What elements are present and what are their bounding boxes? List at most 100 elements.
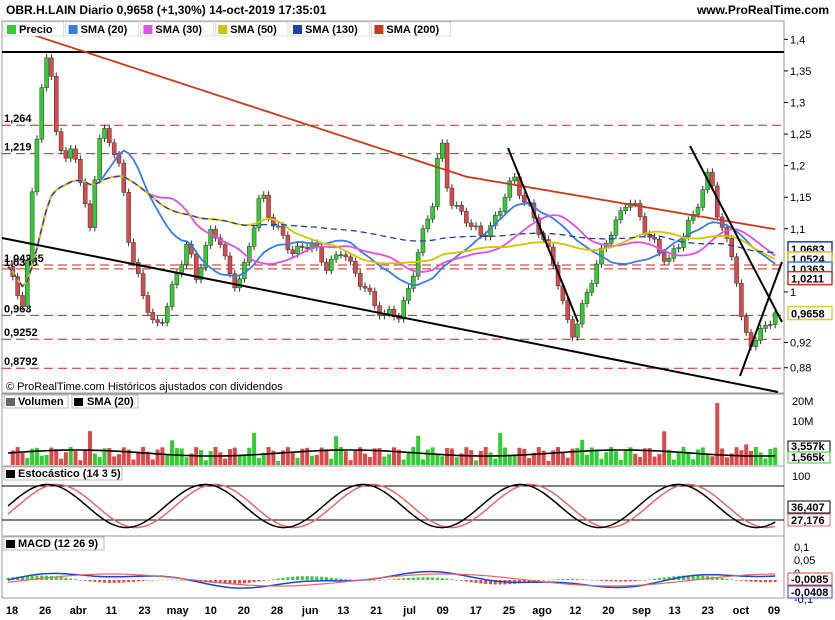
price-candle bbox=[227, 255, 233, 275]
volume-legend-label: Volumen bbox=[18, 396, 64, 408]
price-candle bbox=[126, 192, 131, 243]
volume-bar bbox=[329, 458, 334, 465]
macd-histogram-bar bbox=[25, 575, 29, 580]
x-tick-label: 09 bbox=[768, 605, 780, 617]
volume-bar bbox=[141, 447, 146, 465]
value-tag-label: 1,0211 bbox=[791, 274, 824, 286]
volume-bar bbox=[478, 451, 483, 465]
volume-bar bbox=[676, 451, 681, 465]
macd-histogram-bar bbox=[759, 580, 763, 583]
macd-histogram-bar bbox=[566, 578, 570, 580]
macd-histogram-bar bbox=[117, 580, 121, 583]
macd-histogram-bar bbox=[440, 578, 444, 580]
volume-bar bbox=[531, 452, 536, 465]
macd-histogram-bar bbox=[643, 580, 647, 581]
macd-histogram-bar bbox=[344, 579, 348, 580]
price-candle bbox=[575, 323, 580, 338]
macd-histogram-bar bbox=[479, 580, 483, 584]
volume-bar bbox=[155, 449, 160, 465]
macd-histogram-bar bbox=[575, 579, 579, 580]
macd-histogram-bar bbox=[590, 580, 594, 581]
volume-bar bbox=[358, 447, 363, 465]
volume-bar bbox=[78, 460, 83, 465]
price-candle bbox=[275, 225, 281, 228]
macd-tag bbox=[787, 572, 833, 586]
macd-histogram-bar bbox=[556, 579, 560, 580]
macd-histogram-bar bbox=[460, 580, 464, 581]
price-candle bbox=[261, 194, 266, 199]
macd-series bbox=[6, 570, 777, 589]
volume-bar bbox=[749, 450, 754, 465]
volume-bar bbox=[367, 457, 372, 465]
price-candle bbox=[107, 128, 112, 144]
volume-bar bbox=[647, 448, 652, 465]
price-candle bbox=[343, 254, 348, 258]
macd-histogram-bar bbox=[98, 580, 102, 583]
macd-histogram-bar bbox=[657, 578, 661, 580]
volume-bar bbox=[203, 460, 208, 465]
stochastic-tag-label: 36,407 bbox=[791, 502, 825, 514]
price-candle bbox=[613, 219, 619, 236]
volume-bar bbox=[406, 451, 411, 465]
volume-bar bbox=[474, 460, 479, 465]
macd-histogram-bar bbox=[406, 577, 410, 580]
volume-bar bbox=[575, 447, 580, 465]
price-candle bbox=[232, 273, 238, 289]
macd-histogram-bar bbox=[257, 580, 261, 582]
price-candle bbox=[251, 227, 257, 247]
macd-histogram-bar bbox=[175, 579, 179, 581]
x-tick-label: 13 bbox=[337, 605, 349, 617]
volume-bar bbox=[536, 447, 541, 465]
price-candle bbox=[145, 295, 151, 313]
volume-bar bbox=[604, 452, 609, 465]
volume-bar bbox=[256, 457, 261, 465]
macd-histogram-bar bbox=[223, 580, 227, 584]
x-tick-label: 12 bbox=[569, 605, 581, 617]
reference-label: 0,9252 bbox=[4, 327, 38, 339]
price-candle bbox=[633, 203, 638, 205]
price-candle bbox=[493, 215, 498, 226]
y-tick-label: 1 bbox=[790, 287, 796, 299]
macd-histogram-bar bbox=[122, 580, 126, 583]
macd-histogram-bar bbox=[735, 580, 739, 581]
price-candle bbox=[237, 278, 242, 289]
macd-histogram-bar bbox=[320, 576, 324, 580]
legend-item bbox=[3, 21, 64, 37]
volume-bar bbox=[165, 454, 170, 465]
price-candle bbox=[169, 284, 175, 307]
price-candle bbox=[63, 150, 69, 159]
stochastic-tick-label: 100 bbox=[792, 471, 810, 483]
macd-histogram-bar bbox=[291, 576, 295, 580]
macd-histogram-bar bbox=[402, 578, 406, 580]
macd-histogram-bar bbox=[720, 578, 724, 580]
credit-text: © ProRealTime.com Históricos ajustados c… bbox=[6, 381, 283, 393]
price-candle bbox=[700, 189, 706, 208]
stochastic-signal-line bbox=[7, 483, 776, 529]
price-candle bbox=[367, 287, 373, 292]
price-candle bbox=[502, 197, 508, 212]
value-tag bbox=[787, 305, 833, 321]
price-candle bbox=[174, 273, 180, 285]
y-tick-label: 1,35 bbox=[790, 66, 811, 78]
volume-bar bbox=[715, 403, 720, 465]
price-candle bbox=[734, 256, 739, 284]
macd-histogram-bar bbox=[247, 580, 251, 583]
x-tick-label: jun bbox=[301, 605, 319, 617]
price-candle bbox=[497, 211, 503, 216]
price-candle bbox=[39, 87, 45, 140]
volume-bar bbox=[613, 451, 618, 465]
volume-bar bbox=[131, 459, 136, 465]
price-candle bbox=[743, 316, 749, 333]
macd-histogram-bar bbox=[160, 579, 164, 581]
macd-histogram-bar bbox=[638, 580, 642, 581]
macd-histogram-bar bbox=[218, 580, 222, 584]
macd-histogram-bar bbox=[628, 580, 632, 582]
macd-histogram-bar bbox=[469, 580, 473, 583]
volume-bar bbox=[739, 450, 744, 465]
price-candle bbox=[242, 261, 247, 280]
volume-bar bbox=[420, 459, 425, 465]
volume-bar bbox=[454, 457, 459, 465]
macd-histogram-bar bbox=[387, 579, 391, 581]
volume-bar bbox=[44, 454, 49, 465]
price-candle bbox=[657, 238, 662, 253]
